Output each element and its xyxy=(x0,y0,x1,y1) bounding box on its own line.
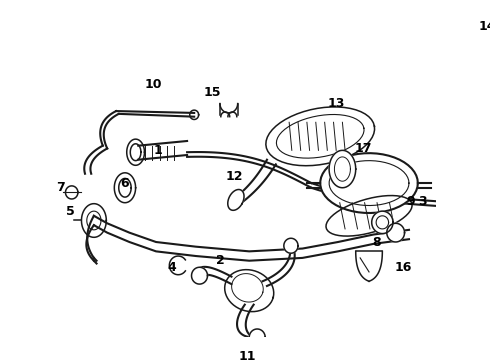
Polygon shape xyxy=(266,107,374,166)
Polygon shape xyxy=(225,270,274,312)
Text: 7: 7 xyxy=(56,181,65,194)
Polygon shape xyxy=(228,189,244,210)
Polygon shape xyxy=(320,153,418,213)
Text: 8: 8 xyxy=(372,235,380,248)
Text: 10: 10 xyxy=(145,78,162,91)
Text: 6: 6 xyxy=(121,176,129,190)
Polygon shape xyxy=(326,195,412,236)
Text: 9: 9 xyxy=(406,195,415,208)
Text: 2: 2 xyxy=(217,254,225,267)
Text: 11: 11 xyxy=(239,350,256,360)
Polygon shape xyxy=(192,267,207,284)
Polygon shape xyxy=(329,150,356,188)
Text: 16: 16 xyxy=(394,261,412,274)
Text: 4: 4 xyxy=(168,261,176,274)
Text: 17: 17 xyxy=(354,142,371,155)
Text: 1: 1 xyxy=(153,144,162,157)
Text: 3: 3 xyxy=(418,195,427,208)
Polygon shape xyxy=(81,204,106,237)
Polygon shape xyxy=(387,223,405,242)
Text: 14: 14 xyxy=(478,21,490,33)
Text: 12: 12 xyxy=(225,170,243,183)
Polygon shape xyxy=(372,211,393,234)
Text: 5: 5 xyxy=(66,204,74,218)
Text: 15: 15 xyxy=(203,86,220,99)
Text: 13: 13 xyxy=(327,97,345,110)
Polygon shape xyxy=(249,329,265,346)
Polygon shape xyxy=(284,238,298,253)
